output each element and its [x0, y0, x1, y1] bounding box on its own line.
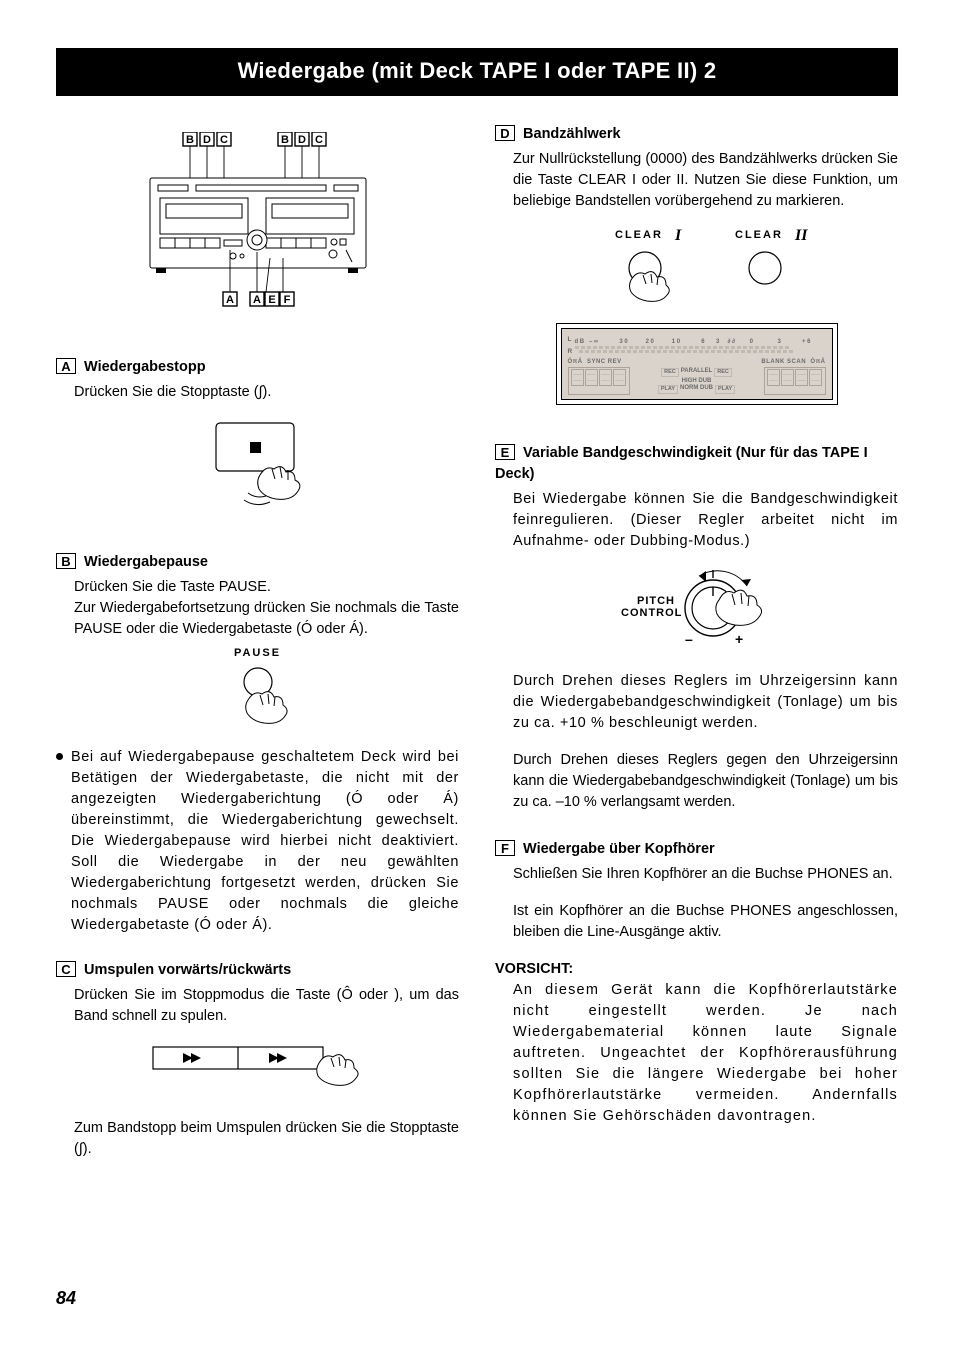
section-c-body1: Drücken Sie im Stoppmodus die Taste (Ô o… [74, 985, 459, 1027]
marker-a: A [56, 358, 76, 374]
counter-left [568, 367, 630, 395]
section-d-body: Zur Nullrückstellung (0000) des Bandzähl… [513, 149, 898, 212]
section-c-body2: Zum Bandstopp beim Umspulen drücken Sie … [74, 1118, 459, 1160]
svg-text:D: D [203, 134, 211, 146]
marker-b: B [56, 553, 76, 569]
section-a-title: Wiedergabestopp [84, 359, 206, 375]
svg-text:A: A [226, 294, 234, 306]
section-d-head: D Bandzählwerk [495, 124, 898, 145]
svg-text:–: – [685, 631, 693, 647]
svg-text:I: I [674, 227, 682, 244]
stop-button-illustration [56, 415, 459, 514]
section-e-title: Variable Bandgeschwindigkeit (Nur für da… [495, 445, 868, 482]
marker-c: C [56, 961, 76, 977]
section-e-body2: Durch Drehen dieses Reglers gegen den Uh… [513, 750, 898, 813]
display-scale: dB –∞ 30 20 10 6 3 ∂∂ 0 3 +6 [575, 339, 826, 345]
device-diagram: B D C B D C [56, 132, 459, 329]
right-column: D Bandzählwerk Zur Nullrückstellung (000… [495, 124, 898, 1160]
marker-d: D [495, 125, 515, 141]
svg-text:PITCH: PITCH [637, 595, 675, 607]
pitch-control-illustration: PITCH CONTROL – + [495, 564, 898, 661]
pause-button-illustration: PAUSE [56, 646, 459, 733]
section-e-body1: Durch Drehen dieses Reglers im Uhrzeiger… [513, 671, 898, 734]
section-a-body: Drücken Sie die Stopptaste (∫). [74, 382, 459, 403]
section-c-head: C Umspulen vorwärts/rückwärts [56, 960, 459, 981]
display-panel: L R dB –∞ 30 20 10 6 3 ∂∂ 0 3 +6 [556, 323, 838, 405]
section-c-title: Umspulen vorwärts/rückwärts [84, 962, 291, 978]
svg-text:CLEAR: CLEAR [735, 229, 783, 241]
marker-e: E [495, 444, 515, 460]
section-f-body2: Ist ein Kopfhörer an die Buchse PHONES a… [513, 901, 898, 943]
svg-text:CLEAR: CLEAR [615, 229, 663, 241]
svg-text:CONTROL: CONTROL [621, 607, 682, 619]
clear-buttons-illustration: CLEAR I CLEAR II [495, 226, 898, 313]
svg-text:II: II [794, 227, 808, 244]
svg-text:+: + [735, 631, 743, 647]
caution-body: An diesem Gerät kann die Kopfhörerlautst… [513, 980, 898, 1127]
section-f-title: Wiedergabe über Kopfhörer [523, 841, 715, 857]
section-e-head: E Variable Bandgeschwindigkeit (Nur für … [495, 443, 898, 485]
svg-text:C: C [315, 134, 323, 146]
svg-text:E: E [268, 294, 275, 306]
page-title: Wiedergabe (mit Deck TAPE I oder TAPE II… [56, 48, 898, 96]
svg-text:D: D [298, 134, 306, 146]
page-number: 84 [56, 1288, 76, 1309]
pause-label: PAUSE [56, 646, 459, 662]
left-column: B D C B D C [56, 124, 459, 1160]
display-R: R [568, 347, 573, 356]
svg-text:F: F [283, 294, 290, 306]
counter-right [764, 367, 826, 395]
svg-text:A: A [253, 294, 261, 306]
section-b-bullet-text: Bei auf Wiedergabepause geschaltetem Dec… [71, 747, 459, 936]
section-f-body1: Schließen Sie Ihren Kopfhörer an die Buc… [513, 864, 898, 885]
section-a-head: A Wiedergabestopp [56, 357, 459, 378]
ffrw-illustration [56, 1041, 459, 1108]
svg-text:B: B [186, 134, 194, 146]
display-L: L [568, 335, 573, 344]
svg-text:C: C [220, 134, 228, 146]
section-b-head: B Wiedergabepause [56, 552, 459, 573]
section-b-title: Wiedergabepause [84, 554, 208, 570]
svg-text:B: B [281, 134, 289, 146]
section-d-title: Bandzählwerk [523, 126, 621, 142]
section-f-head: F Wiedergabe über Kopfhörer [495, 839, 898, 860]
marker-f: F [495, 840, 515, 856]
section-b-bullet: Bei auf Wiedergabepause geschaltetem Dec… [56, 747, 459, 936]
caution-head: VORSICHT: [495, 959, 898, 980]
section-e-body0: Bei Wiedergabe können Sie die Bandgeschw… [513, 489, 898, 552]
section-b-body: Drücken Sie die Taste PAUSE. Zur Wiederg… [74, 577, 459, 640]
bullet-icon [56, 753, 63, 760]
